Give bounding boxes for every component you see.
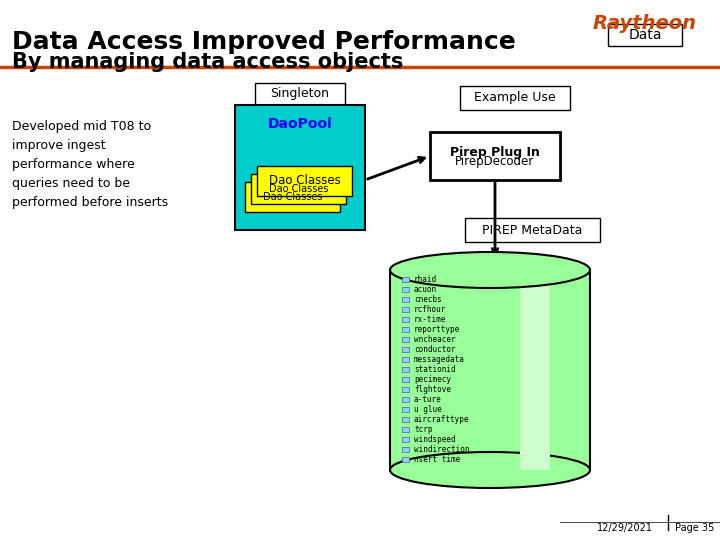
Text: conductor: conductor [414,345,456,354]
FancyBboxPatch shape [430,132,560,180]
FancyBboxPatch shape [402,377,409,382]
FancyBboxPatch shape [257,166,352,196]
FancyBboxPatch shape [245,182,340,212]
Text: cnecbs: cnecbs [414,295,442,304]
Text: a-ture: a-ture [414,395,442,404]
FancyBboxPatch shape [402,337,409,342]
FancyBboxPatch shape [402,347,409,352]
FancyBboxPatch shape [460,86,570,110]
Text: rx-time: rx-time [414,315,446,324]
FancyBboxPatch shape [402,407,409,412]
Text: Data Access Improved Performance: Data Access Improved Performance [12,30,516,54]
Text: aircrafttype: aircrafttype [414,415,469,424]
Text: reporttype: reporttype [414,325,460,334]
FancyBboxPatch shape [402,447,409,452]
Text: By managing data access objects: By managing data access objects [12,52,403,72]
FancyBboxPatch shape [402,397,409,402]
Text: Dao Classes: Dao Classes [269,184,328,194]
Text: pecimecy: pecimecy [414,375,451,384]
Text: rhaid: rhaid [414,275,437,284]
FancyBboxPatch shape [402,277,409,282]
FancyBboxPatch shape [390,270,590,470]
Text: Page 35: Page 35 [675,523,715,533]
FancyBboxPatch shape [402,417,409,422]
Text: flghtove: flghtove [414,385,451,394]
FancyBboxPatch shape [402,307,409,312]
Text: 12/29/2021: 12/29/2021 [597,523,653,533]
Text: Singleton: Singleton [271,87,330,100]
FancyBboxPatch shape [402,427,409,432]
Text: windspeed: windspeed [414,435,456,444]
Text: PirepDecoder: PirepDecoder [455,155,535,168]
FancyBboxPatch shape [402,387,409,392]
Text: rcfhour: rcfhour [414,305,446,314]
FancyBboxPatch shape [465,218,600,242]
Text: Developed mid T08 to
improve ingest
performance where
queries need to be
perform: Developed mid T08 to improve ingest perf… [12,120,168,209]
Text: messagedata: messagedata [414,355,465,364]
Ellipse shape [390,252,590,288]
FancyBboxPatch shape [402,327,409,332]
Text: Dao Classes: Dao Classes [269,174,341,187]
FancyBboxPatch shape [255,83,345,105]
FancyBboxPatch shape [520,270,550,470]
Text: PIREP MetaData: PIREP MetaData [482,224,582,237]
Text: Raytheon: Raytheon [593,14,697,33]
Ellipse shape [390,452,590,488]
Text: windirection: windirection [414,445,469,454]
FancyBboxPatch shape [235,105,365,230]
FancyBboxPatch shape [402,357,409,362]
FancyBboxPatch shape [402,457,409,462]
FancyBboxPatch shape [251,174,346,204]
Text: Example Use: Example Use [474,91,556,105]
Text: nsert time: nsert time [414,455,460,464]
FancyBboxPatch shape [402,437,409,442]
Text: acuon: acuon [414,285,437,294]
FancyBboxPatch shape [402,367,409,372]
FancyBboxPatch shape [402,287,409,292]
Text: Dao Classes: Dao Classes [263,192,323,202]
FancyBboxPatch shape [608,24,682,46]
Text: Pirep Plug In: Pirep Plug In [450,146,540,159]
Text: Data: Data [629,28,662,42]
Text: u glue: u glue [414,405,442,414]
Text: tcrp: tcrp [414,425,433,434]
FancyBboxPatch shape [402,297,409,302]
Text: wncheacer: wncheacer [414,335,456,344]
FancyBboxPatch shape [402,317,409,322]
Text: DaoPool: DaoPool [268,117,333,131]
Text: stationid: stationid [414,365,456,374]
